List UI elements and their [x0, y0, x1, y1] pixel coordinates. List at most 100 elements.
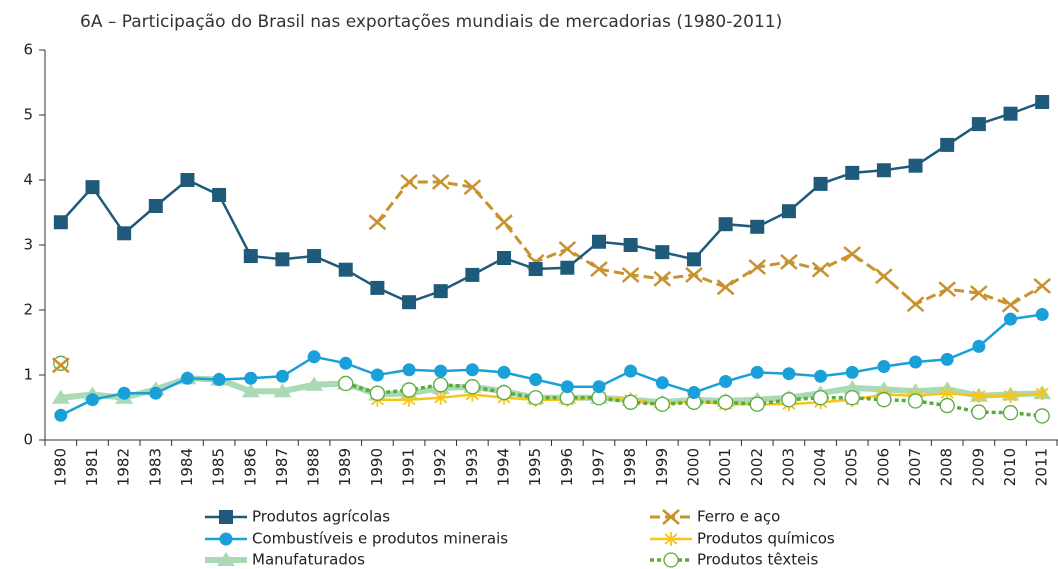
marker [307, 350, 321, 364]
marker [876, 392, 892, 408]
marker [813, 176, 828, 191]
marker [719, 375, 733, 388]
x-tick-label: 2009 [969, 448, 987, 486]
x-tick-label: 1990 [368, 448, 386, 486]
legend-label: Produtos têxteis [697, 551, 818, 569]
marker [940, 386, 954, 401]
marker [750, 219, 765, 234]
marker [307, 249, 322, 264]
marker [590, 261, 608, 277]
marker [909, 355, 923, 369]
marker [1003, 106, 1018, 121]
x-tick-label: 1995 [526, 448, 544, 486]
marker [53, 215, 68, 230]
marker [970, 285, 988, 302]
marker [663, 552, 679, 568]
marker [591, 234, 606, 249]
x-tick-label: 2011 [1033, 448, 1051, 486]
marker [400, 174, 418, 190]
marker [623, 238, 638, 252]
marker [843, 246, 862, 263]
marker [655, 376, 669, 390]
marker [972, 339, 986, 353]
x-tick-label: 1989 [336, 448, 354, 486]
x-tick-label: 2007 [906, 448, 924, 486]
marker [686, 252, 701, 267]
marker [1035, 386, 1049, 401]
marker [843, 380, 862, 394]
marker [875, 268, 893, 285]
marker [592, 380, 606, 394]
marker [275, 369, 289, 383]
marker [219, 510, 233, 524]
marker [750, 365, 764, 379]
marker [845, 165, 860, 180]
marker [939, 397, 955, 414]
marker [1001, 296, 1020, 313]
x-tick-label: 1993 [463, 448, 481, 486]
marker [180, 371, 194, 385]
marker [1002, 405, 1019, 421]
x-tick-label: 2001 [716, 448, 734, 486]
marker [811, 261, 830, 278]
legend-item: Produtos agrícolas [205, 508, 390, 526]
marker [338, 262, 353, 277]
x-tick-label: 1994 [495, 448, 513, 486]
marker [148, 199, 163, 213]
marker [85, 180, 100, 195]
marker [653, 270, 672, 287]
marker [117, 386, 131, 400]
series [53, 355, 1050, 424]
marker [217, 552, 235, 566]
marker [971, 117, 986, 132]
marker [497, 365, 511, 379]
marker [431, 174, 450, 190]
legend-item: Combustíveis e produtos minerais [205, 530, 508, 548]
marker [370, 368, 384, 382]
marker [401, 382, 417, 398]
legend-label: Ferro e aço [697, 508, 780, 526]
marker [51, 389, 70, 404]
marker [338, 375, 354, 392]
marker [52, 357, 70, 374]
marker [662, 509, 680, 525]
marker [434, 390, 448, 405]
x-tick-label: 2010 [1001, 448, 1019, 486]
marker [212, 187, 227, 202]
y-tick-label: 6 [23, 41, 33, 59]
marker [180, 173, 195, 187]
legend-label: Combustíveis e produtos minerais [252, 530, 508, 548]
marker [465, 363, 479, 377]
marker [1033, 278, 1051, 294]
marker [664, 532, 678, 546]
y-tick-label: 4 [23, 171, 33, 189]
marker [717, 394, 734, 410]
marker [621, 266, 640, 283]
marker [1034, 408, 1050, 424]
marker [275, 252, 290, 267]
y-tick-label: 0 [23, 431, 33, 449]
marker [402, 363, 416, 377]
marker [685, 266, 703, 283]
x-tick-label: 1992 [431, 448, 449, 486]
marker [560, 380, 574, 394]
legend-item: Manufaturados [205, 551, 365, 569]
marker [938, 281, 957, 298]
marker [972, 388, 986, 403]
x-tick-label: 1987 [273, 448, 291, 486]
legend-label: Manufaturados [252, 551, 365, 569]
marker [495, 214, 513, 231]
legend-item: Ferro e aço [650, 508, 780, 526]
y-tick-label: 5 [23, 106, 33, 124]
x-tick-label: 2005 [843, 448, 861, 486]
x-tick-label: 1980 [51, 448, 69, 486]
marker [908, 158, 923, 173]
marker [54, 408, 68, 422]
x-tick-label: 2004 [811, 448, 829, 486]
marker [907, 393, 924, 409]
marker [654, 396, 670, 412]
marker [748, 259, 767, 276]
marker [463, 179, 482, 196]
marker [212, 373, 226, 387]
marker [624, 364, 638, 378]
